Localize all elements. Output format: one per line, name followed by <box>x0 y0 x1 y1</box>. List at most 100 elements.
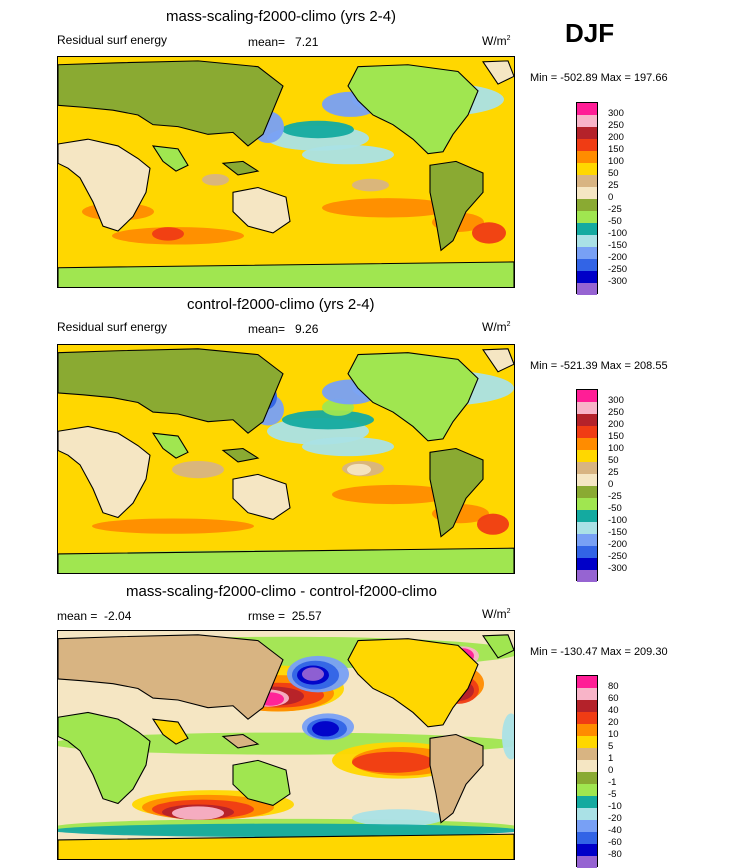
colorbar-swatch <box>577 402 597 414</box>
contour-region <box>322 198 454 218</box>
panel3-title: mass-scaling-f2000-climo - control-f2000… <box>126 583 437 600</box>
colorbar-label: -150 <box>608 527 628 538</box>
continent-outline <box>482 348 514 373</box>
colorbar-swatch <box>577 103 597 115</box>
colorbar-label: -20 <box>608 813 622 824</box>
continent-outline <box>221 733 260 749</box>
contour-region <box>58 823 514 838</box>
contour-region <box>92 518 254 534</box>
colorbar-label: -5 <box>608 789 617 800</box>
colorbar-swatch <box>577 450 597 462</box>
panel1-map <box>57 56 515 288</box>
colorbar-label: -10 <box>608 801 622 812</box>
colorbar-label: 300 <box>608 395 624 406</box>
colorbar-label: 1 <box>608 753 614 764</box>
colorbar-swatch <box>577 199 597 211</box>
colorbar-swatch <box>577 115 597 127</box>
continent-outline <box>58 634 284 720</box>
contour-region <box>172 806 224 820</box>
colorbar-swatch <box>577 211 597 223</box>
season-label: DJF <box>565 18 615 48</box>
continent-outline <box>58 348 284 434</box>
contour-region <box>312 721 339 737</box>
colorbar-swatch <box>577 486 597 498</box>
colorbar-swatch <box>577 414 597 426</box>
contour-region <box>352 178 389 192</box>
map-svg <box>58 57 514 287</box>
colorbar-swatch <box>577 736 597 748</box>
colorbar-label: 250 <box>608 407 624 418</box>
continent-outline <box>151 718 189 745</box>
contour-region <box>302 144 394 165</box>
colorbar-label: 100 <box>608 156 624 167</box>
colorbar-swatch <box>577 127 597 139</box>
colorbar-label: 50 <box>608 455 619 466</box>
colorbar-swatch <box>577 844 597 856</box>
colorbar-swatch <box>577 760 597 772</box>
colorbar-swatch <box>577 856 597 868</box>
colorbar-swatch <box>577 820 597 832</box>
colorbar-label: -200 <box>608 539 628 550</box>
colorbar-swatch <box>577 271 597 283</box>
panel2-left-label: Residual surf energy <box>57 320 168 334</box>
colorbar-swatch <box>577 438 597 450</box>
colorbar-label: -100 <box>608 515 628 526</box>
continent-outline <box>482 634 514 659</box>
colorbar-label: -25 <box>608 204 622 215</box>
colorbar-label: 25 <box>608 180 619 191</box>
continent-outline <box>232 186 291 234</box>
colorbar-swatch <box>577 712 597 724</box>
continent-outline <box>151 432 189 459</box>
continent-outline <box>151 145 189 172</box>
colorbar-label: -200 <box>608 252 628 263</box>
contour-region <box>347 463 371 476</box>
colorbar-label: 300 <box>608 108 624 119</box>
colorbar-label: -25 <box>608 491 622 502</box>
contour-region <box>302 667 324 681</box>
colorbar-swatch <box>577 534 597 546</box>
contour-region <box>352 751 434 773</box>
panel3-map <box>57 630 515 860</box>
colorbar-label: -1 <box>608 777 617 788</box>
panel1-units: W/m2 <box>482 34 511 48</box>
panel2-mean: mean= 9.26 <box>248 322 319 336</box>
colorbar-swatch <box>577 498 597 510</box>
contour-region <box>282 120 354 139</box>
contour-region <box>202 173 229 186</box>
panel2-title: control-f2000-climo (yrs 2-4) <box>187 296 375 313</box>
colorbar-swatch <box>577 390 597 402</box>
colorbar-label: -50 <box>608 216 622 227</box>
continent-outline <box>429 447 484 538</box>
continent-outline <box>58 425 151 519</box>
colorbar-swatch <box>577 772 597 784</box>
colorbar-label: 200 <box>608 419 624 430</box>
continent-outline <box>347 64 479 155</box>
colorbar-label: -100 <box>608 228 628 239</box>
panel3-mean: mean = -2.04 <box>57 609 132 623</box>
colorbar-box <box>576 675 598 868</box>
colorbar-swatch <box>577 426 597 438</box>
map-svg <box>58 631 514 859</box>
colorbar-label: -50 <box>608 503 622 514</box>
continent-outline <box>482 60 514 85</box>
colorbar-swatch <box>577 247 597 259</box>
continent-outline <box>429 733 484 824</box>
colorbar-swatch <box>577 808 597 820</box>
colorbar-swatch <box>577 187 597 199</box>
continent-outline <box>347 352 479 442</box>
colorbar-swatch <box>577 570 597 582</box>
colorbar-label: 150 <box>608 431 624 442</box>
panel1-title: mass-scaling-f2000-climo (yrs 2-4) <box>166 8 397 25</box>
panel1-left-label: Residual surf energy <box>57 33 168 47</box>
continent-outline <box>221 160 260 176</box>
colorbar-label: -40 <box>608 825 622 836</box>
contour-region <box>282 410 374 430</box>
continent-outline <box>58 261 514 287</box>
continent-outline <box>232 759 291 806</box>
colorbar-swatch <box>577 784 597 796</box>
colorbar-label: -80 <box>608 849 622 860</box>
colorbar-swatch <box>577 796 597 808</box>
colorbar-swatch <box>577 139 597 151</box>
colorbar-swatch <box>577 522 597 534</box>
colorbar-swatch <box>577 259 597 271</box>
